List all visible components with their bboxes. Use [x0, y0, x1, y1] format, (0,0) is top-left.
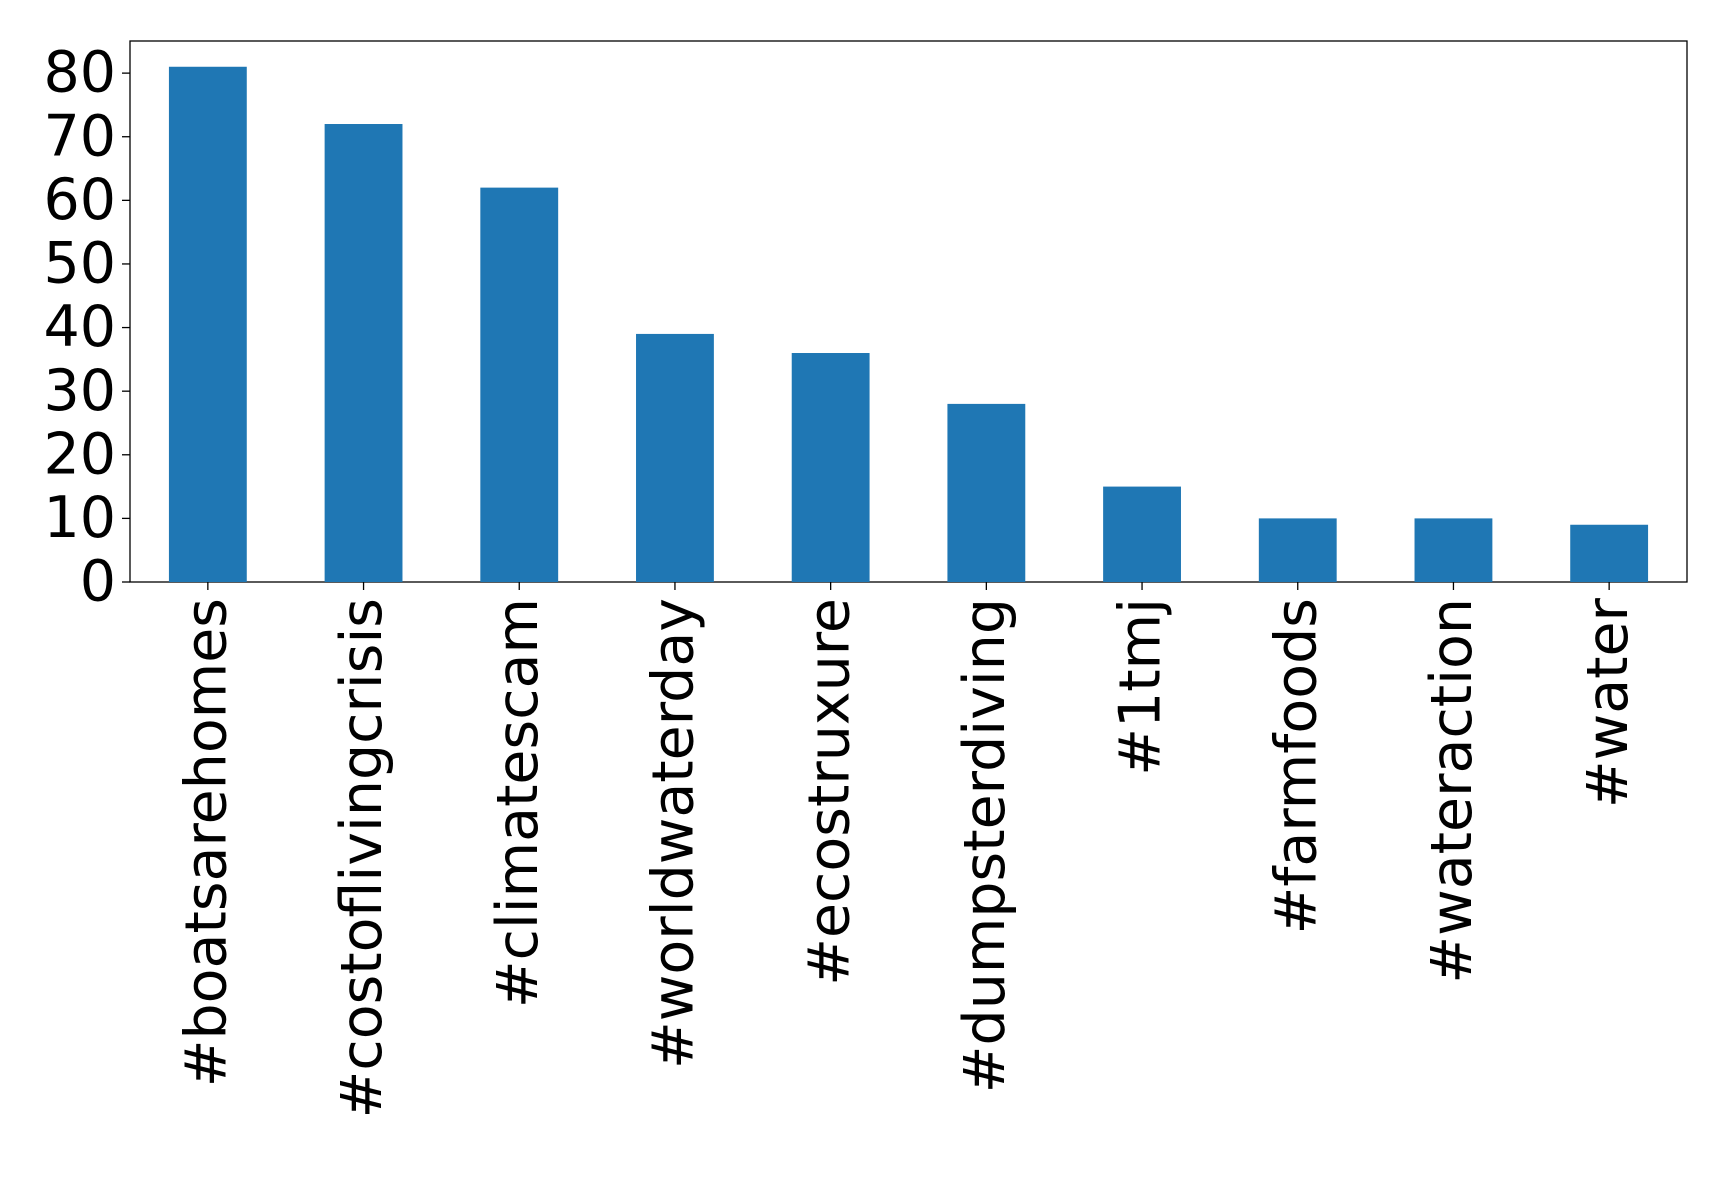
y-tick-label: 10 [43, 485, 116, 551]
x-tick-label: #climatescam [485, 598, 551, 1008]
bar [791, 353, 870, 582]
y-tick-label: 40 [43, 294, 116, 360]
bar [324, 124, 403, 582]
y-tick-label: 30 [43, 358, 116, 424]
x-tick-label: #costoflivingcrisis [329, 598, 395, 1118]
x-tick-label: #wateraction [1419, 598, 1485, 984]
y-tick-label: 80 [43, 40, 116, 106]
y-tick-label: 60 [43, 167, 116, 233]
x-tick-label: #boatsarehomes [173, 598, 239, 1087]
bar [1258, 518, 1337, 582]
bar [947, 403, 1026, 582]
bar [168, 66, 247, 582]
x-tick-label: #dumpsterdiving [952, 598, 1018, 1093]
x-tick-label: #worldwaterday [641, 598, 707, 1069]
x-tick-label: #1tmj [1108, 598, 1174, 776]
bar [1103, 486, 1181, 582]
y-tick-label: 70 [43, 103, 116, 169]
bar [480, 187, 559, 582]
y-tick-label: 20 [43, 421, 116, 487]
x-tick-label: #water [1575, 597, 1641, 808]
x-tick-label: #farmfoods [1263, 598, 1329, 934]
plot-frame [129, 40, 1688, 583]
y-tick-label: 0 [80, 549, 116, 615]
bar [636, 333, 714, 582]
y-tick-label: 50 [43, 231, 116, 297]
bar [1570, 524, 1649, 582]
x-tick-label: #ecostruxure [796, 598, 862, 986]
bar [1414, 518, 1493, 582]
